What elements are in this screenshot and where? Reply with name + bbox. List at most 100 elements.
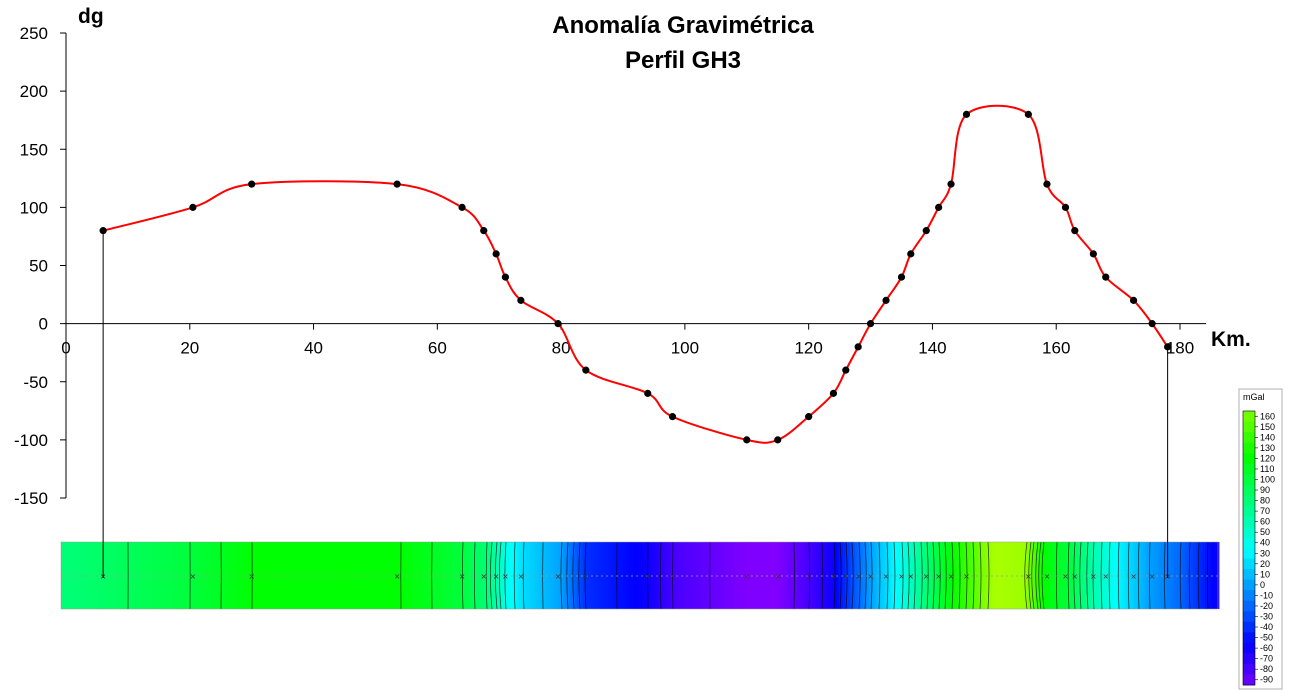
legend-swatch xyxy=(1243,432,1255,444)
strip-band xyxy=(211,542,214,609)
strip-band xyxy=(569,542,572,609)
strip-band xyxy=(355,542,358,609)
strip-band xyxy=(643,542,646,609)
strip-band xyxy=(497,542,500,609)
strip-band xyxy=(365,542,368,609)
strip-band xyxy=(741,542,744,609)
y-tick-label: 250 xyxy=(20,24,48,43)
strip-band xyxy=(1061,542,1064,609)
strip-band xyxy=(159,542,162,609)
strip-band xyxy=(455,542,458,609)
strip-band xyxy=(531,542,534,609)
strip-contour xyxy=(958,541,961,610)
strip-band xyxy=(585,542,588,609)
strip-band xyxy=(613,542,616,609)
strip-band xyxy=(657,542,660,609)
strip-band xyxy=(1157,542,1160,609)
strip-band xyxy=(1093,542,1096,609)
strip-band xyxy=(109,542,112,609)
strip-band xyxy=(837,542,840,609)
strip-band xyxy=(1187,542,1190,609)
strip-contour xyxy=(578,541,581,610)
strip-band xyxy=(1131,542,1134,609)
strip-band xyxy=(645,542,648,609)
strip-band xyxy=(101,542,104,609)
strip-band xyxy=(75,542,78,609)
strip-band xyxy=(807,542,810,609)
strip-band xyxy=(117,542,120,609)
data-point xyxy=(517,296,525,304)
strip-station-mark: × xyxy=(883,572,890,581)
strip-band xyxy=(817,542,820,609)
strip-band xyxy=(639,542,642,609)
strip-band xyxy=(249,542,252,609)
strip-contour xyxy=(1031,541,1035,610)
strip-band xyxy=(237,542,240,609)
strip-band xyxy=(89,542,92,609)
strip-band xyxy=(873,542,876,609)
strip-contour xyxy=(833,541,836,610)
strip-band xyxy=(931,542,934,609)
strip-band xyxy=(673,542,676,609)
strip-band xyxy=(397,542,400,609)
strip-band xyxy=(1089,542,1092,609)
strip-band xyxy=(187,542,190,609)
strip-band xyxy=(393,542,396,609)
strip-band xyxy=(1113,542,1116,609)
strip-band xyxy=(601,542,604,609)
strip-contour xyxy=(920,541,923,610)
strip-band xyxy=(801,542,804,609)
strip-band xyxy=(753,542,756,609)
strip-band xyxy=(701,542,704,609)
strip-band xyxy=(981,542,984,609)
strip-band xyxy=(1031,542,1034,609)
strip-band xyxy=(507,542,510,609)
strip-band xyxy=(839,542,842,609)
strip-band xyxy=(693,542,696,609)
strip-band xyxy=(347,542,350,609)
strip-band xyxy=(293,542,296,609)
strip-band xyxy=(1027,542,1030,609)
strip-band xyxy=(825,542,828,609)
strip-band xyxy=(93,542,96,609)
strip-band xyxy=(857,542,860,609)
legend-swatch xyxy=(1243,495,1255,507)
strip-band xyxy=(911,542,914,609)
strip-band xyxy=(1087,542,1090,609)
strip-band xyxy=(899,542,902,609)
x-tick-label: 180 xyxy=(1166,339,1194,358)
strip-band xyxy=(107,542,110,609)
strip-band xyxy=(91,542,94,609)
strip-band xyxy=(699,542,702,609)
strip-band xyxy=(343,542,346,609)
strip-band xyxy=(811,542,814,609)
strip-band xyxy=(451,542,454,609)
strip-contour xyxy=(485,541,488,610)
strip-band xyxy=(929,542,932,609)
strip-band xyxy=(1211,542,1214,609)
strip-band xyxy=(683,542,686,609)
strip-band xyxy=(483,542,486,609)
strip-contour xyxy=(1108,541,1111,610)
strip-band xyxy=(401,542,404,609)
strip-contour xyxy=(851,541,854,610)
strip-band xyxy=(905,542,908,609)
strip-band xyxy=(925,542,928,609)
strip-band xyxy=(751,542,754,609)
strip-band xyxy=(301,542,304,609)
data-point xyxy=(829,389,838,397)
strip-band xyxy=(1107,542,1110,609)
strip-band xyxy=(265,542,268,609)
strip-band xyxy=(413,542,416,609)
strip-band xyxy=(385,542,388,609)
strip-band xyxy=(1207,542,1210,609)
strip-band xyxy=(457,542,460,609)
strip-band xyxy=(169,542,172,609)
strip-band xyxy=(943,542,946,609)
strip-contour xyxy=(864,541,867,610)
strip-band xyxy=(913,542,916,609)
strip-band xyxy=(813,542,816,609)
strip-band xyxy=(311,542,314,609)
data-point xyxy=(897,273,906,281)
strip-contour xyxy=(1038,541,1042,610)
